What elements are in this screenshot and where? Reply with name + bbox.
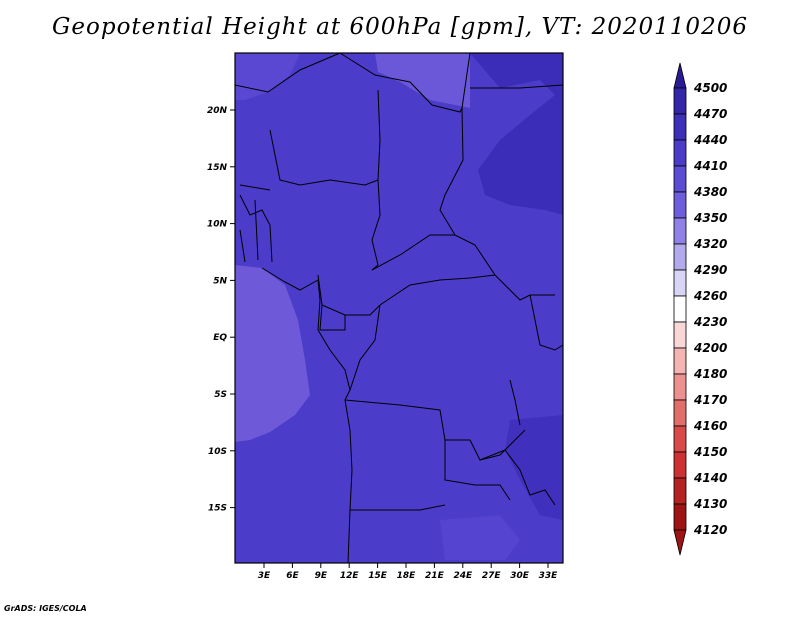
colorbar-segment [673, 217, 687, 245]
border-zambia-malawi [479, 429, 526, 461]
lon-tick-label: 33E [539, 571, 559, 581]
credit-label: GrADS: IGES/COLA [4, 604, 87, 613]
lat-tick-label: EQ [213, 333, 227, 343]
southeast-high-fill [505, 415, 563, 520]
colorbar-segment [673, 243, 687, 271]
lon-tick-label: 9E [315, 571, 328, 581]
lon-tick-label: 15E [368, 571, 388, 581]
border-nigeria-niger [269, 89, 381, 186]
south-light-patch [440, 515, 520, 560]
colorbar-segment [673, 503, 687, 531]
colorbar-label: 4230 [693, 315, 727, 329]
colorbar-segment [673, 321, 687, 349]
colorbar-label: 4440 [693, 133, 727, 147]
ocean-lighter-fill [235, 265, 310, 442]
colorbar: 4500 4470 4440 4410 4380 4350 4320 4290 4260 4230… [673, 62, 727, 556]
colorbar-segment [673, 191, 687, 219]
lat-tick-label: 10S [208, 447, 227, 457]
border-ghana [254, 199, 259, 261]
border-coast-west [261, 267, 353, 564]
border-chad-cameroon [371, 179, 381, 271]
colorbar-label: 4500 [693, 81, 727, 95]
border-chad-sudan [439, 107, 464, 236]
northeast-high-fill [470, 53, 563, 215]
colorbar-segment [673, 295, 687, 323]
longitude-axis: 3E 6E 9E 12E 15E 18E 21E 24E 27E 30E 33E [258, 563, 558, 581]
lon-tick-label: 21E [425, 571, 445, 581]
colorbar-label: 4380 [693, 185, 727, 199]
colorbar-segment [673, 165, 687, 193]
colorbar-segment [673, 373, 687, 401]
colorbar-segment [673, 399, 687, 427]
colorbar-label: 4350 [693, 211, 727, 225]
border-kenya [529, 294, 564, 351]
border-burkina [239, 184, 271, 191]
border-mozambique [504, 449, 556, 506]
north-lighter-fill [375, 53, 470, 108]
colorbar-label: 4260 [693, 289, 727, 303]
lon-tick-label: 24E [453, 571, 473, 581]
colorbar-label: 4130 [693, 497, 727, 511]
colorbar-segment [673, 451, 687, 479]
map-frame [234, 52, 564, 564]
border-ivory [239, 229, 246, 263]
colorbar-label: 4150 [693, 445, 727, 459]
border-congo-drc [349, 304, 381, 391]
country-borders [234, 52, 564, 564]
border-drc-north [379, 274, 555, 306]
lat-tick-label: 15N [207, 163, 228, 173]
colorbar-top-arrow [673, 62, 687, 89]
chart-title: Geopotential Height at 600hPa [gpm], VT:… [52, 14, 748, 40]
lon-tick-label: 3E [258, 571, 271, 581]
colorbar-label: 4170 [693, 393, 727, 407]
colorbar-label: 4180 [693, 367, 727, 381]
lon-tick-label: 6E [286, 571, 299, 581]
lat-tick-label: 10N [207, 220, 228, 230]
border-sudan-ethiopia [470, 84, 564, 89]
lon-tick-label: 18E [397, 571, 417, 581]
colorbar-label: 4160 [693, 419, 727, 433]
lon-tick-label: 27E [482, 571, 502, 581]
border-north [234, 52, 341, 93]
lon-tick-label: 30E [510, 571, 530, 581]
colorbar-segment [673, 477, 687, 505]
colorbar-segment [673, 347, 687, 375]
map-panel [234, 52, 564, 564]
latitude-axis: 20N 15N 10N 5N EQ 5S 10S 15S [207, 106, 235, 514]
border-east-african-lake [509, 379, 521, 426]
lat-tick-label: 5N [213, 276, 227, 286]
colorbar-segment [673, 113, 687, 141]
colorbar-segment [673, 425, 687, 453]
colorbar-label: 4410 [693, 159, 727, 173]
colorbar-label: 4320 [693, 237, 727, 251]
colorbar-segment [673, 139, 687, 167]
lat-tick-label: 15S [208, 504, 227, 514]
colorbar-label: 4120 [693, 523, 727, 537]
lat-tick-label: 5S [214, 390, 227, 400]
lat-tick-label: 20N [207, 106, 228, 116]
colorbar-label: 4290 [693, 263, 727, 277]
colorbar-bottom-arrow [673, 529, 687, 556]
lon-tick-label: 12E [340, 571, 360, 581]
colorbar-label: 4200 [693, 341, 727, 355]
colorbar-label: 4140 [693, 471, 727, 485]
colorbar-label: 4470 [693, 107, 727, 121]
border-angola-zambia [444, 440, 511, 501]
colorbar-segment [673, 87, 687, 115]
colorbar-segment [673, 269, 687, 297]
border-gabon [319, 304, 346, 331]
border-angola-namibia [350, 504, 446, 511]
border-car-north [371, 234, 496, 276]
border-west-coastal [239, 194, 273, 263]
